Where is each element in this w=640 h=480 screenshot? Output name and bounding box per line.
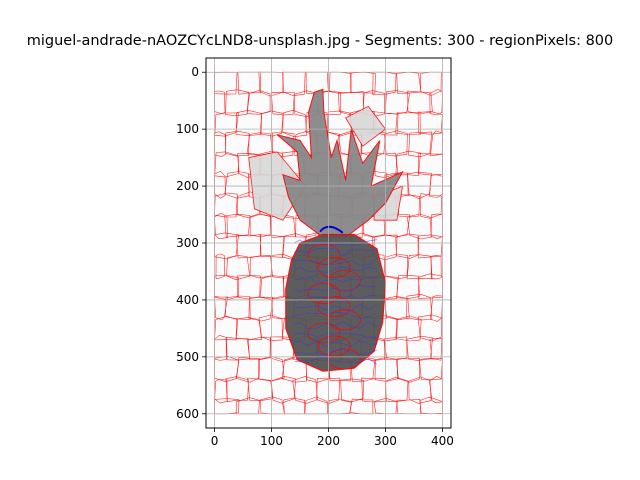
y-tick-label: 100: [176, 122, 199, 136]
x-tick-label: 400: [431, 434, 454, 448]
segment-cell: [270, 91, 295, 116]
segment-cell: [316, 377, 341, 404]
segment-cell: [340, 378, 364, 403]
contour-line: [294, 257, 378, 266]
pineapple-body: [285, 233, 387, 372]
contour-line: [294, 275, 377, 284]
segment-cell: [407, 171, 432, 199]
contour-lines: [294, 225, 378, 365]
segment-cell: [269, 336, 295, 362]
contour-line: [294, 303, 378, 311]
segment-cell: [396, 357, 420, 383]
segment-cell: [417, 111, 443, 135]
segment-cell: [384, 336, 408, 360]
y-axis: 0 100 200 300 400 500 600: [176, 65, 206, 421]
segment-cell: [420, 193, 442, 219]
chart-title: miguel-andrade-nAOZCYcLND8-unsplash.jpg …: [26, 33, 614, 49]
fruit-segment: [307, 322, 341, 344]
y-tick-label: 300: [176, 236, 199, 250]
fruit-segment: [317, 257, 351, 278]
y-tick-label: 600: [176, 407, 199, 421]
contour-line: [294, 348, 378, 356]
segment-cell: [395, 111, 421, 135]
fruit-segments: [307, 244, 361, 370]
segment-cell: [406, 213, 432, 240]
segment-cell: [235, 109, 262, 137]
contour-line: [294, 284, 377, 293]
segment-cell: [237, 191, 261, 219]
contour-line: [294, 321, 378, 329]
segment-cell: [395, 315, 422, 342]
contour-line: [294, 333, 377, 338]
segment-cell: [419, 357, 443, 381]
segment-cell: [417, 314, 443, 342]
segment-cell: [215, 253, 226, 280]
y-tick-label: 500: [176, 350, 199, 364]
segment-cell: [429, 89, 443, 116]
x-tick-label: 0: [211, 434, 219, 448]
segment-cell: [408, 376, 432, 404]
segment-cell: [430, 254, 442, 280]
segment-cell: [396, 275, 420, 299]
x-tick-label: 200: [317, 434, 340, 448]
segment-cell: [246, 90, 271, 115]
y-tick-label: 0: [191, 65, 199, 79]
contour-line: [294, 266, 377, 274]
segment-cell: [398, 194, 421, 218]
segment-cell: [258, 314, 283, 341]
fruit-segment: [317, 296, 351, 318]
segment-cell: [248, 296, 274, 322]
segment-cell: [214, 212, 228, 240]
x-axis: 0 100 200 300 400: [211, 428, 454, 448]
contour-line: [294, 239, 377, 247]
segment-cell: [225, 130, 250, 157]
contour-line: [294, 311, 378, 320]
segment-cell: [249, 213, 271, 238]
segment-cell: [224, 213, 251, 238]
y-tick-label: 400: [176, 293, 199, 307]
contour-line: [294, 339, 377, 347]
segment-cell: [406, 254, 433, 280]
segment-cell: [270, 375, 297, 404]
segment-cell: [384, 130, 408, 157]
contour-line: [319, 225, 344, 234]
segment-cell: [406, 335, 433, 361]
y-tick-label: 200: [176, 179, 199, 193]
grid: [206, 58, 451, 428]
fruit-segment: [307, 283, 341, 305]
contour-line: [294, 247, 377, 257]
pineapple-leaves: [276, 88, 404, 238]
segment-cell: [259, 110, 284, 137]
segment-cell: [225, 89, 250, 117]
segment-cell: [236, 357, 261, 383]
x-tick-label: 300: [374, 434, 397, 448]
contour-line: [294, 357, 378, 365]
segment-cell: [225, 376, 249, 403]
segment-cell: [236, 275, 261, 300]
segment-cell: [429, 337, 443, 361]
contour-line: [294, 294, 377, 302]
x-tick-label: 100: [260, 434, 283, 448]
